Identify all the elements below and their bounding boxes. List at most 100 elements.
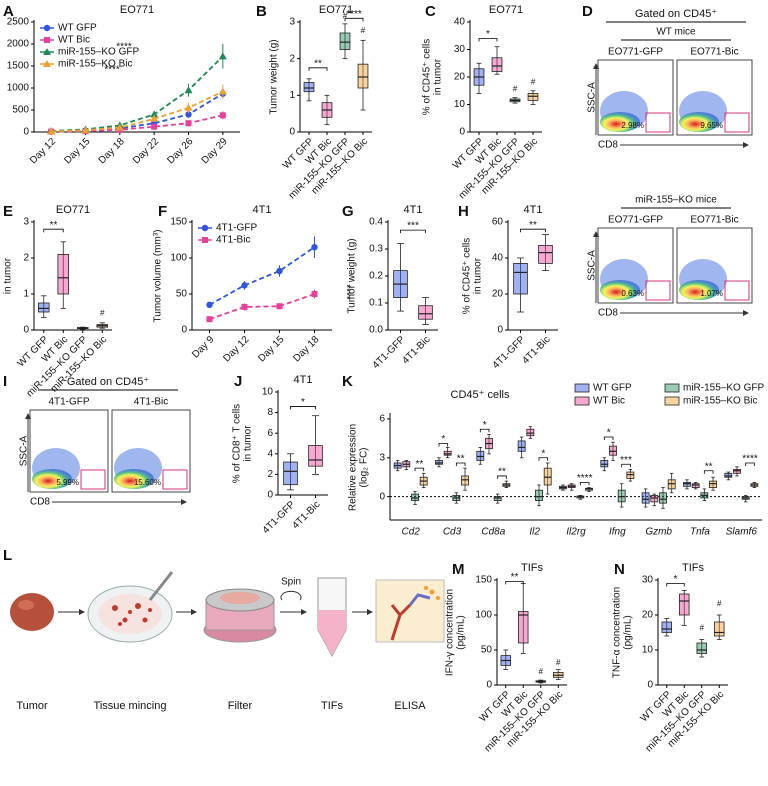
- flow-density: [600, 112, 640, 132]
- y-tick-label: 0: [23, 325, 29, 336]
- box: [626, 471, 635, 479]
- y-tick-label: 0.2: [369, 271, 383, 282]
- filter-sample: [220, 592, 260, 604]
- y-tick-label: 150: [170, 217, 187, 228]
- gate-label: 15.60%: [134, 478, 161, 487]
- legend-label: WT Bic: [593, 396, 625, 407]
- significance-bracket: [745, 462, 755, 466]
- marker: [218, 87, 227, 95]
- marker: [43, 24, 51, 32]
- panel-letter: H: [458, 203, 469, 220]
- panel-title: EO771: [120, 4, 154, 16]
- marker: [115, 123, 124, 131]
- flow-density: [32, 469, 72, 489]
- marker: [219, 112, 226, 119]
- y-axis-label: Tumor volume (mm³): [153, 230, 164, 323]
- y-tick-label: 30: [454, 44, 466, 55]
- significance: **: [457, 454, 465, 465]
- antigen: [408, 593, 431, 606]
- significance-bracket: [43, 228, 64, 233]
- y-tick-label: 3: [23, 217, 29, 228]
- y-axis-label: Tumor weight (g): [269, 39, 280, 114]
- legend-label: 4T1-Bic: [216, 235, 250, 246]
- panel-letter: F: [158, 203, 167, 220]
- panel-title: CD45⁺ cells: [451, 389, 510, 401]
- box: [461, 475, 469, 486]
- series-line: [209, 246, 316, 306]
- y-tick-label: 2: [289, 53, 295, 64]
- significance: #: [100, 309, 105, 318]
- box: [733, 469, 741, 474]
- gate: [80, 469, 106, 490]
- legend-swatch: [664, 383, 680, 393]
- y-tick-label: 60: [492, 217, 504, 228]
- box: [283, 461, 298, 486]
- legend-swatch: [574, 396, 590, 406]
- box: [57, 253, 70, 295]
- panel-letter: I: [3, 373, 7, 390]
- x-tick-label: 4T1-Bic: [400, 334, 432, 366]
- significance: ***: [620, 455, 632, 466]
- y-tick-label: 20: [492, 289, 504, 300]
- x-tick-label: Cd3: [443, 527, 462, 538]
- x-tick-label: Cd8a: [481, 527, 505, 538]
- y-axis-label: (pg/mL): [456, 615, 467, 649]
- significance: *: [483, 420, 487, 431]
- y-tick-label: 30: [642, 575, 654, 586]
- x-tick-label: Day 18: [291, 334, 321, 364]
- y-tick-label: 4: [267, 448, 273, 459]
- box: [661, 621, 672, 633]
- flow-header: Gated on CD45⁺: [67, 376, 149, 388]
- y-axis-label: % of CD8⁺ T cells: [232, 404, 243, 483]
- legend-label: miR-155–KO Bic: [683, 396, 757, 407]
- row-label: WT mice: [656, 27, 696, 38]
- y-tick-label: 2: [267, 469, 273, 480]
- x-tick-label: Gzmb: [645, 527, 672, 538]
- significance-bracket: [308, 67, 328, 71]
- x-tick-label: 4T1-Bic: [290, 499, 322, 531]
- box: [493, 496, 502, 501]
- series-line: [51, 92, 224, 133]
- marker: [150, 114, 159, 122]
- x-tick-label: 4T1-GFP: [371, 334, 408, 371]
- y-tick-label: 10: [454, 99, 466, 110]
- x-tick-label: Tnfa: [690, 527, 710, 538]
- y-tick-label: 0: [289, 127, 295, 138]
- tumor-icon: [10, 593, 54, 631]
- x-tick-label: 4T1-GFP: [261, 499, 298, 536]
- workflow-diagram: [10, 571, 445, 658]
- legend-swatch: [574, 383, 590, 393]
- marker: [276, 267, 283, 275]
- significance: *: [441, 434, 445, 445]
- marker: [81, 126, 90, 134]
- marker: [184, 103, 193, 111]
- panel-letter: M: [452, 561, 465, 578]
- box: [435, 459, 443, 465]
- x-tick-label: Slamf6: [726, 527, 758, 538]
- box: [491, 57, 503, 72]
- marker: [206, 316, 213, 323]
- y-tick-label: 1: [289, 90, 295, 101]
- y-tick-label: 0: [181, 325, 187, 336]
- legend-label: miR-155–KO Bic: [58, 59, 132, 70]
- significance-bracket: [400, 229, 426, 234]
- y-tick-label: 1: [23, 289, 29, 300]
- panel-letter: N: [614, 561, 625, 578]
- significance: **: [415, 459, 423, 470]
- step-label: ELISA: [394, 700, 426, 712]
- marker: [185, 120, 192, 127]
- box: [683, 482, 691, 487]
- panel-title: TIFs: [682, 562, 704, 574]
- significance: #: [556, 658, 561, 667]
- gate-label: 5.99%: [56, 478, 79, 487]
- x-tick-label: Day 9: [190, 334, 217, 361]
- box: [691, 483, 700, 488]
- gate: [724, 112, 750, 133]
- significance-bracket: [538, 457, 549, 461]
- box: [650, 494, 659, 503]
- marker: [43, 60, 51, 67]
- box: [543, 467, 552, 486]
- x-tick-label: Day 15: [62, 136, 92, 166]
- y-tick-label: 40: [454, 17, 466, 28]
- y-tick-label: 0: [23, 127, 29, 138]
